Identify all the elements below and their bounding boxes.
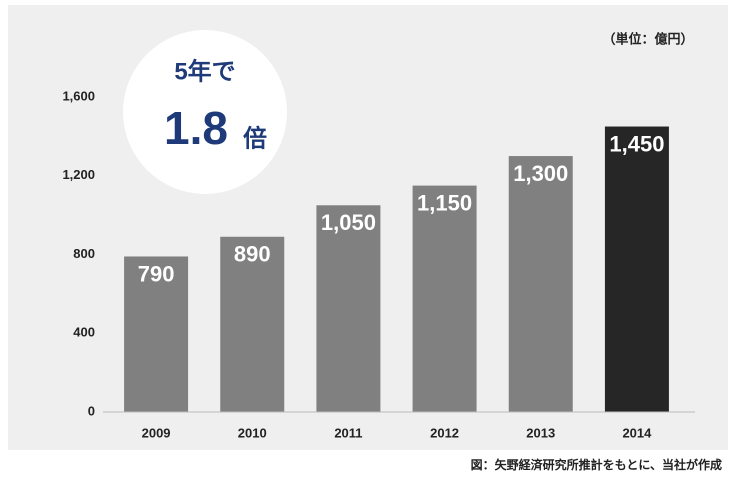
y-tick-label: 1,600	[62, 88, 95, 103]
x-tick-label: 2014	[622, 425, 652, 440]
value-label: 1,450	[609, 131, 664, 156]
x-tick-label: 2013	[526, 425, 555, 440]
x-tick-label: 2010	[238, 425, 267, 440]
unit-label: （単位：億円）	[602, 31, 693, 46]
x-tick-label: 2011	[334, 425, 362, 440]
y-tick-label: 0	[88, 403, 95, 418]
annotation-suffix: 倍	[243, 124, 267, 152]
bar	[412, 185, 477, 412]
x-tick-label: 2012	[430, 425, 459, 440]
value-label: 1,300	[513, 161, 568, 186]
value-label: 1,050	[321, 210, 376, 235]
y-tick-label: 400	[73, 325, 95, 340]
value-label: 1,150	[417, 190, 472, 215]
value-label: 790	[138, 261, 175, 286]
y-tick-label: 800	[73, 246, 95, 261]
bar	[124, 256, 189, 412]
value-label: 890	[234, 242, 271, 267]
bar	[220, 236, 285, 412]
bar	[604, 126, 669, 412]
source-note: 図：矢野経済研究所推計をもとに、当社が作成	[471, 457, 722, 472]
y-tick-label: 1,200	[62, 167, 95, 182]
x-tick-label: 2009	[142, 425, 171, 440]
highlight-circle	[123, 30, 287, 194]
bar	[316, 205, 381, 412]
bar	[508, 156, 573, 412]
annotation-figure: 1.8	[164, 102, 228, 154]
annotation-line1: 5年で	[174, 57, 235, 85]
